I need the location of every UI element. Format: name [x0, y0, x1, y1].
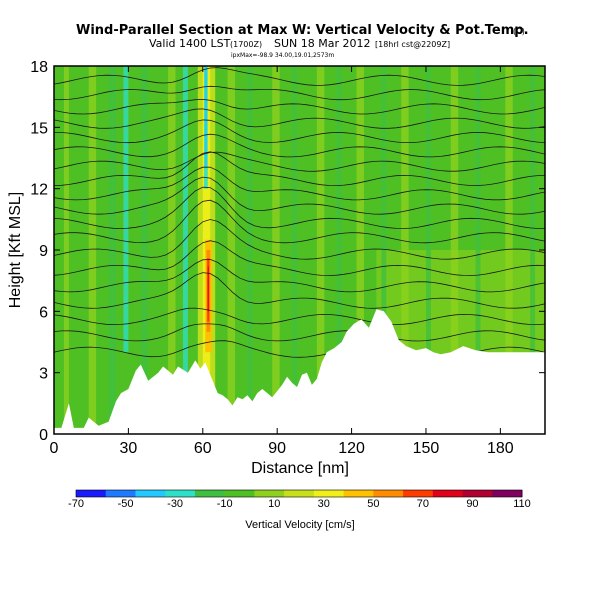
isentrope	[54, 133, 545, 158]
updraft-core	[207, 266, 209, 312]
velocity-streak	[182, 66, 188, 434]
x-tick-label: 60	[194, 440, 212, 457]
colorbar-swatch	[254, 490, 285, 497]
isentrope	[54, 85, 545, 101]
isentrope	[54, 323, 545, 342]
colorbar-swatch	[135, 490, 166, 497]
velocity-streak	[88, 66, 97, 434]
colorbar-tick-label: 110	[513, 498, 531, 510]
x-tick-label: 30	[119, 440, 137, 457]
isentrope	[54, 219, 545, 260]
colorbar-label: Vertical Velocity [cm/s]	[245, 519, 354, 531]
x-tick-label: 150	[413, 440, 440, 457]
potential-temperature-contours	[54, 67, 545, 358]
velocity-streak	[63, 66, 69, 434]
velocity-streak	[123, 66, 129, 353]
colorbar-frame	[75, 489, 523, 498]
y-tick-label: 9	[39, 243, 48, 260]
y-tick-label: 18	[30, 59, 48, 76]
velocity-streak	[316, 66, 325, 434]
colorbar-swatch	[105, 490, 136, 497]
velocity-streak	[140, 66, 149, 434]
colorbar-swatch	[165, 490, 196, 497]
copyright-mark: (C)	[513, 27, 525, 36]
updraft-core	[204, 66, 207, 169]
y-axis-label: Height [Kft MSL]	[7, 192, 24, 309]
isentrope	[54, 199, 545, 244]
colorbar-tick-label: 10	[268, 498, 280, 510]
colorbar-swatch	[224, 490, 255, 497]
velocity-streak	[401, 66, 409, 434]
isentrope	[54, 186, 545, 229]
x-axis: 0 30 60 90 120 150 180	[50, 66, 514, 457]
velocity-streak	[450, 66, 459, 434]
y-tick-label: 0	[39, 427, 48, 444]
y-tick-label: 15	[30, 120, 48, 137]
colorbar-swatch	[194, 490, 226, 497]
range-info: ipxMax=-98.9 34.00,19.01,2573m	[231, 52, 334, 59]
colorbar-swatch	[76, 490, 107, 497]
isentrope	[54, 119, 545, 144]
isentrope	[54, 151, 545, 187]
isentrope	[54, 108, 545, 129]
x-tick-label: 90	[268, 440, 286, 457]
colorbar-swatch	[492, 490, 523, 497]
colorbar-tick-label: 30	[318, 498, 330, 510]
colorbar-swatch	[313, 490, 345, 497]
velocity-streak	[475, 66, 481, 434]
colorbar-tick-label: -50	[118, 498, 134, 510]
x-tick-label: 120	[338, 440, 365, 457]
colorbar: -70 -50 -30 -10 10 30 50 70 90 110	[68, 489, 531, 510]
isentrope	[54, 176, 545, 215]
colorbar-swatch	[403, 490, 434, 497]
isentrope	[54, 240, 545, 276]
x-tick-label: 180	[487, 440, 514, 457]
x-axis-label: Distance [nm]	[251, 460, 349, 477]
colorbar-tick-label: -30	[167, 498, 183, 510]
velocity-streak	[292, 66, 298, 434]
plot-area	[54, 66, 545, 434]
y-axis: 0 3 6 9 12 15 18	[30, 59, 545, 444]
colorbar-tick-label: 90	[466, 498, 478, 510]
velocity-streak	[227, 66, 236, 434]
colorbar-swatch	[462, 490, 493, 497]
velocity-streak	[272, 66, 280, 434]
velocity-streak	[108, 66, 116, 434]
isentrope	[54, 67, 545, 86]
velocity-streak	[247, 66, 253, 434]
velocity-streak	[168, 66, 176, 434]
isentrope	[54, 258, 545, 293]
x-tick-label: 0	[50, 440, 59, 457]
isentrope	[54, 272, 545, 309]
colorbar-swatch	[343, 490, 374, 497]
velocity-streak	[505, 66, 513, 434]
terrain-mask	[54, 309, 545, 434]
run-info: [18hrl cst@2209Z]	[375, 40, 450, 49]
valid-time: Valid 1400 LST	[149, 37, 231, 50]
isentrope	[54, 151, 545, 172]
colorbar-swatch	[432, 490, 464, 497]
colorbar-tick-label: -10	[217, 498, 233, 510]
isentrope	[54, 98, 545, 115]
valid-zulu: (1700Z)	[230, 40, 262, 49]
isentrope	[54, 166, 545, 201]
velocity-streak	[425, 66, 431, 434]
velocity-streak	[336, 66, 342, 434]
valid-date: SUN 18 Mar 2012	[274, 37, 371, 50]
colorbar-tick-label: -70	[68, 498, 84, 510]
velocity-streak	[381, 66, 387, 434]
colorbar-tick-label: 50	[367, 498, 379, 510]
chart-title: Wind-Parallel Section at Max W: Vertical…	[76, 23, 529, 38]
colorbar-swatch	[284, 490, 315, 497]
isentrope	[54, 307, 545, 326]
y-tick-label: 3	[39, 366, 48, 383]
colorbar-swatch	[373, 490, 404, 497]
y-tick-label: 6	[39, 304, 48, 321]
colorbar-tick-label: 70	[417, 498, 429, 510]
y-tick-label: 12	[30, 182, 48, 199]
updraft-core	[202, 66, 211, 373]
